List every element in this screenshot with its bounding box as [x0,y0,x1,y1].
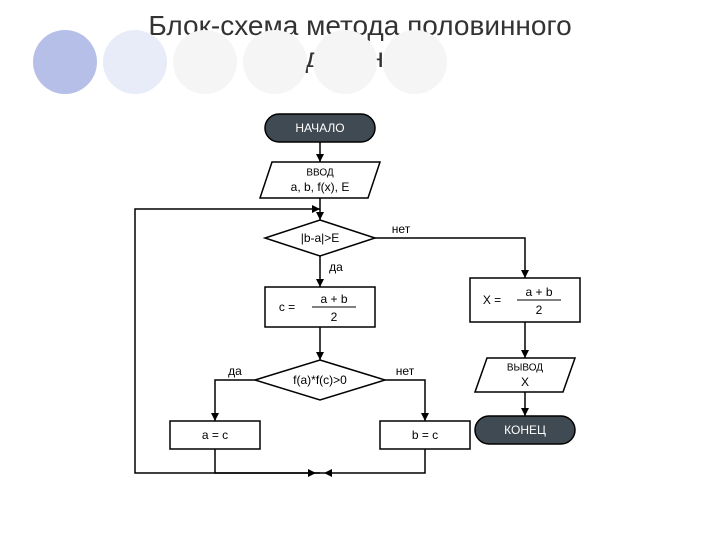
svg-text:нет: нет [396,364,415,378]
svg-text:a + b: a + b [320,292,347,306]
svg-text:c =: c = [279,300,295,314]
svg-text:да: да [329,260,343,274]
svg-text:2: 2 [536,303,543,317]
svg-text:нет: нет [392,222,411,236]
svg-text:КОНЕЦ: КОНЕЦ [504,423,546,437]
flowchart: да нет да нет НАЧАЛО ВВОДa, b, f(x), E |b-a|>E… [0,0,720,540]
svg-text:|b-a|>E: |b-a|>E [301,231,340,245]
svg-text:НАЧАЛО: НАЧАЛО [295,121,344,135]
svg-text:a + b: a + b [525,285,552,299]
svg-text:X: X [521,375,529,389]
svg-text:a, b, f(x), E: a, b, f(x), E [291,180,350,194]
svg-text:a = c: a = c [202,428,228,442]
svg-text:ВЫВОД: ВЫВОД [507,363,543,374]
svg-text:да: да [228,364,242,378]
svg-text:2: 2 [331,310,338,324]
svg-text:b = c: b = c [412,428,438,442]
svg-text:f(a)*f(c)>0: f(a)*f(c)>0 [293,373,347,387]
svg-text:ВВОД: ВВОД [306,168,334,179]
svg-text:X =: X = [483,293,501,307]
